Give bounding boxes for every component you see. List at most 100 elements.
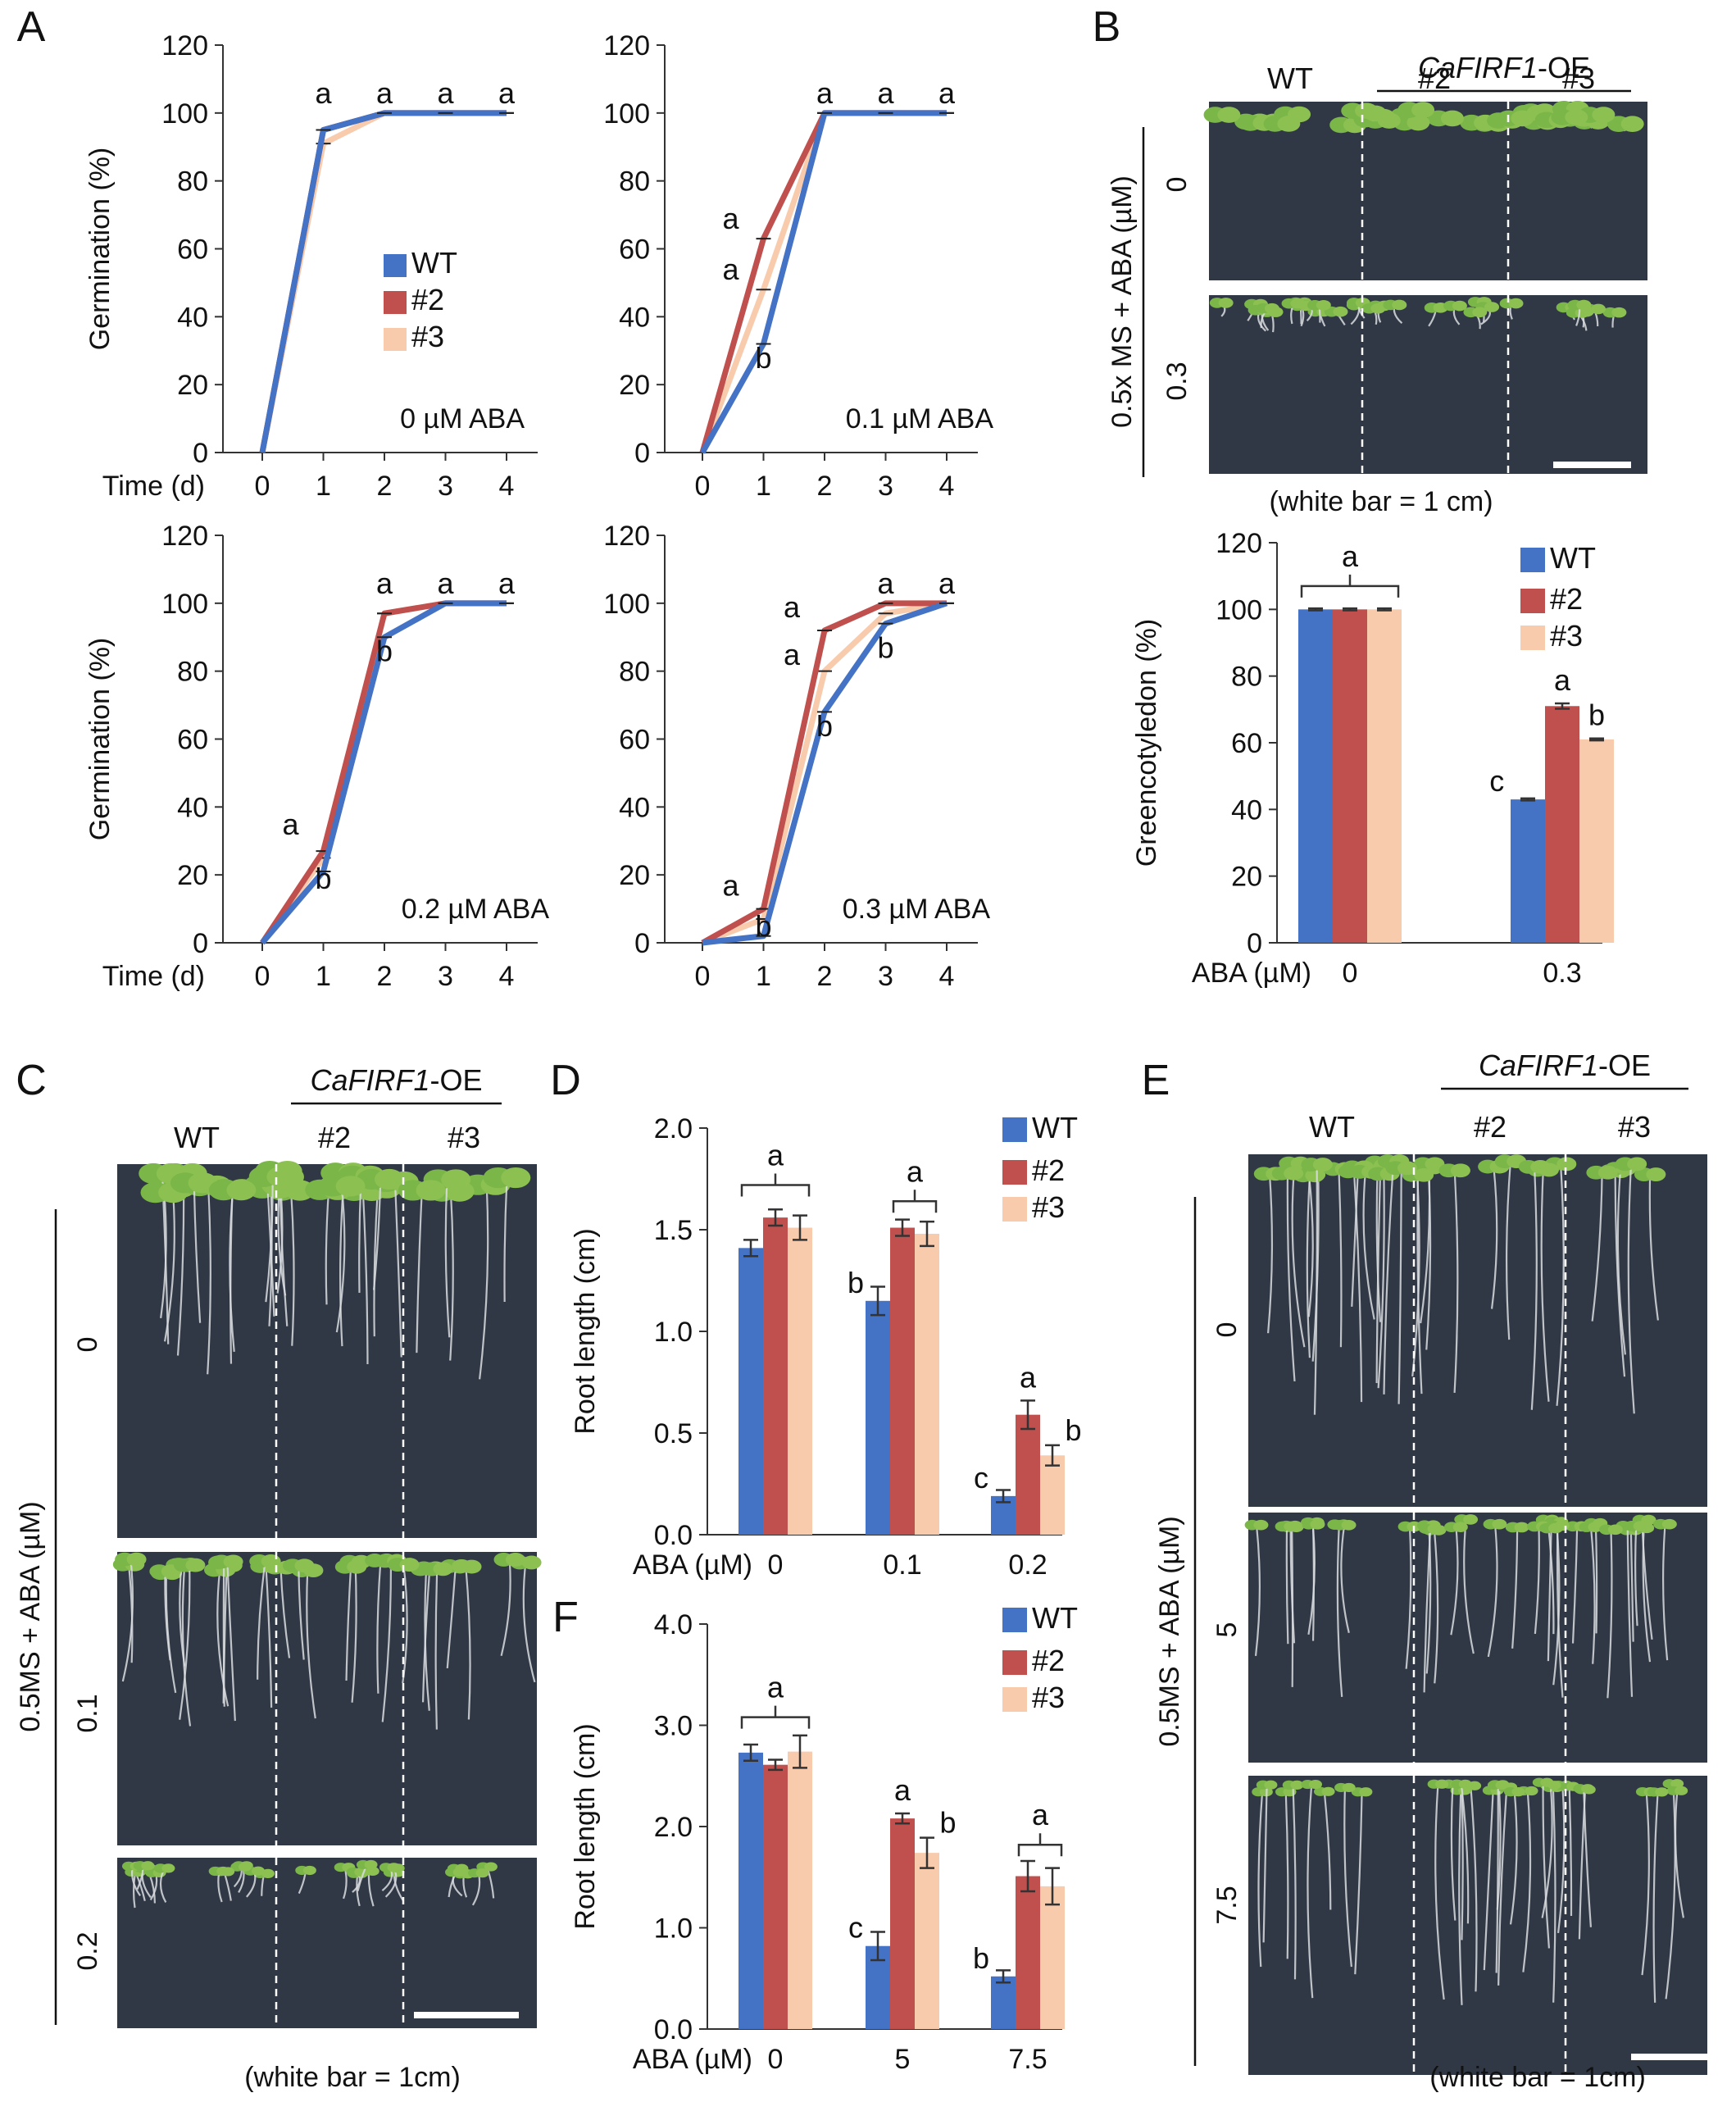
x-tick-label: 0: [695, 471, 711, 502]
y-axis-title: Root length (cm): [570, 1723, 601, 1929]
seedling-leaf: [1592, 107, 1616, 123]
y-tick-label: 20: [619, 370, 650, 401]
seedling-leaf: [1670, 1779, 1684, 1789]
row-label: 0: [1211, 1322, 1243, 1338]
seedling-root: [1552, 1787, 1556, 2003]
seedling-leaf: [1284, 1521, 1299, 1532]
seedling-leaf: [1581, 1784, 1595, 1794]
y-tick-label: 100: [161, 589, 208, 620]
x-tick-label: 4: [499, 961, 515, 992]
x-tick-label: 2: [377, 471, 393, 502]
seedling-root: [1352, 1171, 1363, 1403]
seedling-leaf: [1661, 1518, 1677, 1530]
y-tick-label: 100: [161, 98, 208, 130]
legend-label: #3: [1550, 619, 1583, 653]
seedling-leaf: [433, 1562, 453, 1576]
plate-photo-e-5: [1248, 1513, 1707, 1763]
series-line-WT: [259, 110, 507, 453]
y-tick-label: 80: [1231, 662, 1262, 693]
seedling-root: [361, 1190, 369, 1365]
seedling-root: [1313, 1164, 1318, 1415]
row-label: 0: [1161, 177, 1193, 193]
significance-letter: a: [894, 1773, 911, 1807]
panel-letter-b: B: [1093, 3, 1121, 51]
seedling-root: [1629, 1530, 1634, 1642]
y-tick-label: 100: [603, 98, 650, 130]
seedling-root: [1568, 1786, 1573, 1917]
seedling-root: [1542, 1782, 1551, 1949]
seedling-leaf: [1411, 102, 1435, 118]
seedling-leaf: [1620, 116, 1644, 132]
seedling-root: [1648, 1174, 1659, 1321]
seedling-root: [1453, 1170, 1459, 1394]
bar-WT-7.5: [991, 1976, 1016, 2029]
genotype-label-3: #3: [448, 1121, 480, 1154]
y-tick-label: 40: [1231, 794, 1262, 826]
seedling-leaf: [1633, 1521, 1648, 1531]
seedling-leaf: [335, 1176, 366, 1197]
seedling-leaf: [1264, 1780, 1278, 1790]
significance-letter: a: [437, 76, 454, 110]
significance-letter: a: [938, 566, 956, 600]
significance-letter: b: [315, 862, 331, 895]
seedling-leaf: [126, 1552, 147, 1567]
seedling-root: [164, 1571, 171, 1661]
seedling-leaf: [216, 1866, 230, 1877]
row-label: 7.5: [1211, 1886, 1243, 1924]
y-tick-label: 0: [634, 438, 650, 469]
row-label: 0.1: [72, 1694, 103, 1732]
seedling-root: [1292, 1785, 1297, 1980]
y-tick-label: 1.0: [654, 1913, 693, 1945]
seedling-root: [229, 1190, 234, 1364]
y-tick-label: 120: [161, 30, 208, 61]
significance-letter: b: [755, 909, 771, 943]
x-tick-label: 4: [499, 471, 515, 502]
seedling-root: [1257, 1791, 1264, 1968]
y-tick-label: 120: [161, 521, 208, 552]
seedling-root: [1556, 1785, 1566, 1933]
seedling-leaf: [347, 1559, 367, 1574]
seedling-leaf: [1370, 303, 1386, 314]
x-tick-label: 0.2: [1008, 1549, 1047, 1581]
seedling-root: [1497, 1786, 1508, 1986]
bar-l2-0.3: [1545, 706, 1579, 943]
y-tick-label: 1.0: [654, 1317, 693, 1348]
seedling-root: [1375, 1165, 1382, 1322]
seedling-leaf: [1450, 1163, 1470, 1178]
seedling-root: [1254, 1525, 1261, 1656]
seedling-leaf: [1540, 1777, 1554, 1787]
seedling-root: [522, 1562, 536, 1683]
plate-photo-e-75: [1248, 1776, 1707, 2075]
seedling-root: [424, 1568, 430, 1711]
seedling-leaf: [399, 1558, 420, 1572]
seedling-root: [298, 1565, 305, 1660]
seedling-leaf: [1333, 306, 1348, 317]
seedling-root: [1556, 1525, 1564, 1698]
significance-letter: b: [877, 631, 893, 665]
seedling-root: [1556, 1163, 1565, 1406]
significance-letter: a: [784, 590, 801, 624]
significance-letter: a: [722, 868, 739, 902]
seedling-leaf: [1508, 298, 1524, 309]
seedling-root: [1286, 1173, 1296, 1382]
seedling-root: [1540, 1169, 1550, 1402]
panel-letter-d: D: [550, 1057, 581, 1104]
seedling-root: [1641, 1527, 1653, 1640]
bar-l2-0.2: [1016, 1414, 1040, 1535]
plate-photo-b-0: [1209, 102, 1647, 280]
seedling-root: [1627, 1163, 1635, 1414]
scale-bar: [1631, 2054, 1713, 2060]
legend-swatch-B-1: [1520, 589, 1545, 613]
seedling-leaf: [1588, 1522, 1603, 1532]
row-label: 0.3: [1161, 362, 1193, 400]
seedling-root: [1487, 1524, 1498, 1658]
seedling-root: [1362, 1172, 1375, 1320]
y-tick-label: 40: [177, 302, 208, 333]
x-axis-title: ABA (µM): [633, 1549, 752, 1581]
seedling-leaf: [1655, 1787, 1669, 1797]
seedling-root: [160, 1192, 167, 1319]
seedling-leaf: [1463, 1514, 1479, 1525]
seedling-leaf: [1355, 102, 1379, 119]
seedling-leaf: [1597, 1165, 1618, 1180]
